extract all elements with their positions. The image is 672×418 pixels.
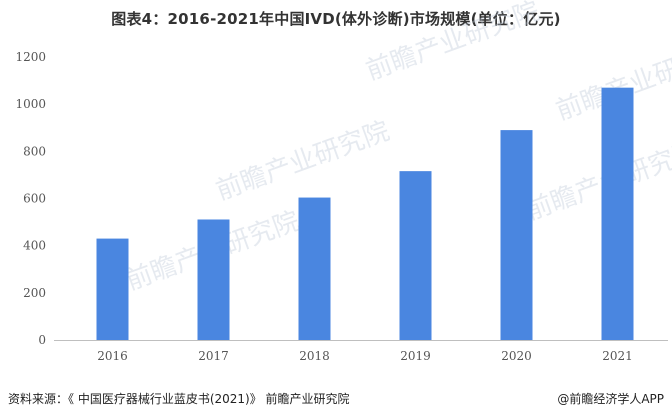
watermark-text: 前瞻产业研究院 bbox=[362, 0, 543, 87]
x-tick-label: 2016 bbox=[97, 349, 128, 363]
bar-2018 bbox=[298, 197, 331, 340]
x-tick-label: 2019 bbox=[400, 349, 431, 363]
chart-title: 图表4：2016-2021年中国IVD(体外诊断)市场规模(单位：亿元) bbox=[111, 10, 561, 28]
bar-2019 bbox=[399, 171, 432, 340]
y-tick-label: 1000 bbox=[15, 97, 46, 111]
y-axis: 0 200 400 600 800 1000 1200 bbox=[15, 50, 46, 347]
bars-group bbox=[96, 87, 634, 341]
watermark-text: 前瞻产业研究院 bbox=[212, 116, 393, 206]
y-tick-label: 800 bbox=[23, 144, 46, 158]
bar-2017 bbox=[197, 219, 230, 340]
y-tick-label: 600 bbox=[23, 192, 46, 206]
y-tick-label: 200 bbox=[23, 286, 46, 300]
bar-2020 bbox=[500, 130, 533, 340]
x-tick-label: 2018 bbox=[299, 349, 330, 363]
watermark-text: 前瞻产业研究院 bbox=[522, 136, 672, 226]
y-tick-label: 1200 bbox=[15, 50, 46, 64]
bar-2021 bbox=[601, 87, 634, 341]
bar-2016 bbox=[96, 238, 129, 340]
y-tick-label: 0 bbox=[38, 333, 46, 347]
x-tick-label: 2020 bbox=[501, 349, 532, 363]
y-tick-label: 400 bbox=[23, 239, 46, 253]
x-tick-label: 2021 bbox=[602, 349, 633, 363]
x-tick-label: 2017 bbox=[198, 349, 229, 363]
x-axis: 2016 2017 2018 2019 2020 2021 bbox=[54, 340, 668, 363]
credit-note: @前瞻经济学人APP bbox=[557, 392, 664, 406]
source-note: 资料来源：《 中国医疗器械行业蓝皮书(2021)》 前瞻产业研究院 bbox=[8, 392, 350, 406]
